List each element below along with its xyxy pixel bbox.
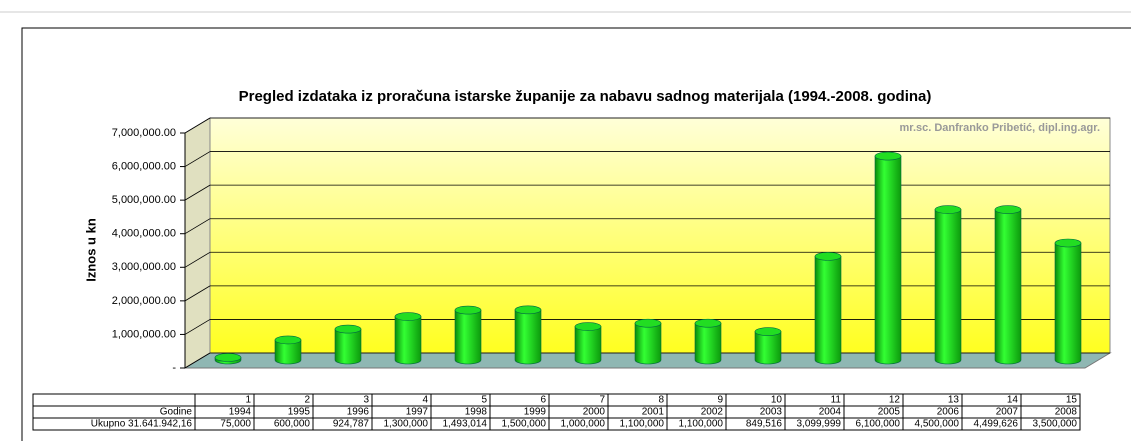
grid-line xyxy=(184,251,211,268)
table-value: 849,516 xyxy=(746,419,783,430)
cylinder xyxy=(934,209,962,365)
table-value: 1,500,000 xyxy=(502,419,547,430)
table-value: 600,000 xyxy=(274,419,311,430)
cylinder-top xyxy=(514,305,542,315)
cylinder-top xyxy=(874,151,902,161)
table-index: 10 xyxy=(771,395,783,406)
table-index: 12 xyxy=(889,395,901,406)
cylinder xyxy=(454,309,482,365)
table-year: 2000 xyxy=(583,407,606,418)
chart-border xyxy=(21,27,1131,441)
y-tick-label: 6,000,000.00 xyxy=(112,160,176,172)
y-axis-label: Iznos u kn xyxy=(83,218,98,282)
table-index: 9 xyxy=(717,395,723,406)
table-year: 2003 xyxy=(760,407,783,418)
cylinder xyxy=(394,316,422,365)
y-tick-label: 3,000,000.00 xyxy=(112,261,176,273)
grid-line xyxy=(184,218,211,235)
cylinder xyxy=(874,155,902,365)
cylinder-top xyxy=(394,312,422,321)
table-value: 1,300,000 xyxy=(384,419,429,430)
grid-line xyxy=(184,117,211,134)
grid-line xyxy=(184,319,211,335)
y-tick-label: - xyxy=(172,362,176,374)
cylinder xyxy=(334,328,362,365)
grid-line xyxy=(184,151,211,167)
chart-title: Pregled izdataka iz proračuna istarske ž… xyxy=(239,88,932,105)
cylinder-top xyxy=(214,353,242,362)
table-value: 6,100,000 xyxy=(856,419,901,430)
table-value: 4,500,000 xyxy=(915,419,960,430)
y-tick-label: 2,000,000.00 xyxy=(112,295,176,307)
table-value: 75,000 xyxy=(220,419,251,430)
cylinder-top xyxy=(634,318,662,328)
table-index: 2 xyxy=(304,395,310,406)
cylinder xyxy=(754,331,782,365)
table-index: 6 xyxy=(540,395,546,406)
cylinder-top xyxy=(814,252,842,261)
table-index: 13 xyxy=(948,395,960,406)
cylinder-top xyxy=(994,205,1022,214)
table-year: 2004 xyxy=(819,407,842,418)
table-value: 3,099,999 xyxy=(797,419,842,430)
table-index: 8 xyxy=(658,395,664,406)
table-year: 2007 xyxy=(996,407,1019,418)
cylinder-top xyxy=(1054,238,1082,248)
row-label: Godine xyxy=(160,407,193,418)
table-year: 1997 xyxy=(406,407,429,418)
table-year: 2005 xyxy=(878,407,901,418)
table-index: 1 xyxy=(245,395,251,406)
grid-line xyxy=(184,285,211,302)
cylinder xyxy=(694,322,722,365)
cylinder xyxy=(814,256,842,365)
table-index: 14 xyxy=(1007,395,1019,406)
table-year: 2001 xyxy=(642,407,665,418)
table-value: 1,000,000 xyxy=(561,419,606,430)
cylinder xyxy=(994,209,1022,365)
annotation: mr.sc. Danfranko Pribetić, dipl.ing.agr. xyxy=(900,122,1101,134)
table-year: 2006 xyxy=(937,407,960,418)
cylinder-top xyxy=(274,335,302,345)
grid-line xyxy=(184,184,211,201)
cylinder xyxy=(514,309,542,365)
table-value: 924,787 xyxy=(333,419,370,430)
cylinder-top xyxy=(574,322,602,331)
row-label: Ukupno 31.641.942,16 xyxy=(91,419,193,430)
cylinder xyxy=(274,339,302,365)
table-year: 1995 xyxy=(288,407,311,418)
back-wall xyxy=(209,117,1111,354)
table-year: 1996 xyxy=(347,407,370,418)
cylinder-top xyxy=(334,324,362,334)
y-tick-label: 5,000,000.00 xyxy=(112,194,176,206)
table-year: 2002 xyxy=(701,407,724,418)
table-index: 15 xyxy=(1066,395,1078,406)
cylinder xyxy=(634,322,662,365)
cylinder-top xyxy=(694,318,722,328)
grid-line xyxy=(184,352,211,369)
y-tick-label: 1,000,000.00 xyxy=(112,328,176,340)
table-value: 3,500,000 xyxy=(1033,419,1078,430)
table-index: 11 xyxy=(831,395,842,406)
side-wall xyxy=(184,117,211,369)
cylinder-top xyxy=(754,327,782,336)
table-year: 2008 xyxy=(1055,407,1078,418)
cylinder-top xyxy=(934,205,962,214)
cylinder xyxy=(574,326,602,365)
table-value: 1,100,000 xyxy=(620,419,665,430)
table-value: 4,499,626 xyxy=(974,419,1019,430)
table-index: 3 xyxy=(363,395,369,406)
table-year: 1994 xyxy=(229,407,252,418)
table-year: 1999 xyxy=(524,407,547,418)
cylinder-top xyxy=(454,305,482,315)
table-index: 5 xyxy=(481,395,487,406)
table-value: 1,493,014 xyxy=(443,419,488,430)
y-tick-label: 4,000,000.00 xyxy=(112,228,176,240)
table-year: 1998 xyxy=(465,407,488,418)
y-tick-label: 7,000,000.00 xyxy=(112,127,176,139)
table-index: 4 xyxy=(422,395,428,406)
table-index: 7 xyxy=(599,395,605,406)
table-value: 1,100,000 xyxy=(679,419,724,430)
cylinder xyxy=(1054,242,1082,365)
